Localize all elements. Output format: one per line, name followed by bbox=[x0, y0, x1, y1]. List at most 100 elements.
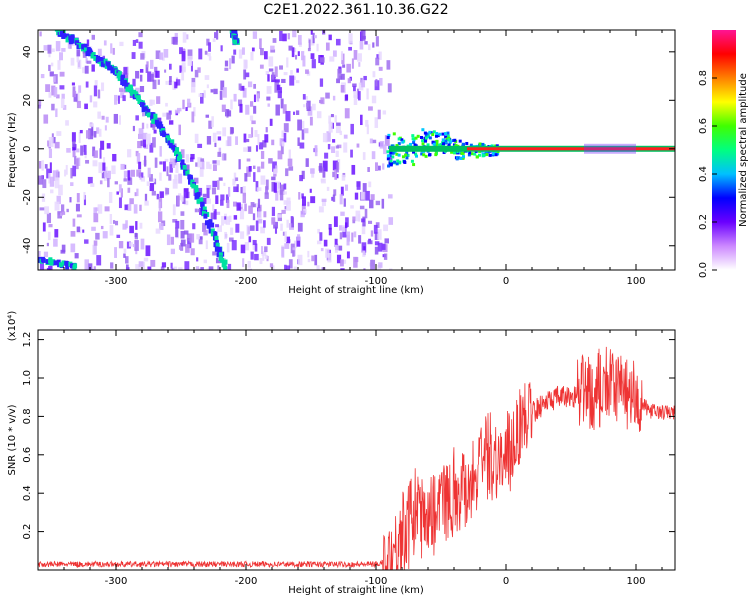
spectrogram-noise-cell bbox=[216, 30, 219, 40]
spectrogram-noise-cell bbox=[269, 263, 274, 268]
carrier-blob-cell bbox=[386, 154, 390, 158]
spectrogram-noise-cell bbox=[57, 60, 61, 70]
spectrogram-noise-cell bbox=[307, 258, 311, 263]
spectrogram-noise-cell bbox=[93, 207, 98, 215]
carrier-blob-cell bbox=[398, 161, 402, 165]
carrier-blob-cell bbox=[446, 131, 450, 135]
carrier-blob-cell bbox=[439, 143, 443, 147]
carrier-blob-cell bbox=[438, 132, 442, 136]
track-cell bbox=[183, 170, 188, 176]
track-cell bbox=[223, 265, 228, 270]
spectrogram-noise-cell bbox=[256, 93, 260, 102]
spectrogram-noise-cell bbox=[91, 34, 95, 40]
spectrogram-noise-cell bbox=[279, 30, 283, 42]
spectrogram-noise-cell bbox=[189, 157, 194, 162]
snr-point bbox=[635, 397, 636, 398]
spectrogram-noise-cell bbox=[85, 159, 90, 164]
spectrogram-noise-cell bbox=[335, 145, 339, 149]
track-cell bbox=[167, 140, 172, 146]
spectrogram-noise-cell bbox=[165, 102, 168, 107]
spectrogram-noise-cell bbox=[145, 245, 151, 257]
carrier-blob-cell bbox=[469, 143, 473, 147]
spectrogram-noise-cell bbox=[157, 211, 163, 223]
spectrogram-noise-cell bbox=[61, 244, 66, 253]
spectrogram-noise-cell bbox=[240, 231, 245, 239]
spectrogram-noise-cell bbox=[61, 48, 66, 52]
track-cell bbox=[88, 50, 93, 56]
spectrogram-noise-cell bbox=[379, 140, 385, 149]
spectrogram-noise-cell bbox=[384, 135, 390, 146]
track-cell bbox=[125, 86, 130, 92]
spectrogram-noise-cell bbox=[243, 133, 247, 143]
spectrogram-noise-cell bbox=[338, 225, 343, 231]
spectrogram-noise-cell bbox=[224, 216, 227, 220]
carrier-blob-cell bbox=[397, 153, 401, 157]
spectrogram-noise-cell bbox=[54, 229, 59, 238]
spectrogram-noise-cell bbox=[265, 186, 269, 195]
spectrogram-noise-cell bbox=[134, 232, 138, 238]
spectrogram-noise-cell bbox=[206, 136, 212, 145]
spectrogram-noise-cell bbox=[47, 44, 52, 54]
spectrogram-noise-cell bbox=[271, 176, 276, 181]
spectrogram-noise-cell bbox=[123, 248, 127, 253]
spectrogram-noise-cell bbox=[123, 170, 127, 180]
spectrogram-noise-cell bbox=[180, 239, 186, 247]
spectrogram-noise-cell bbox=[175, 227, 179, 238]
spectrogram-noise-cell bbox=[358, 82, 364, 91]
spectrogram-noise-cell bbox=[137, 141, 142, 149]
spectrogram-noise-cell bbox=[302, 55, 306, 67]
spectrogram-noise-cell bbox=[242, 258, 245, 268]
spectrogram-noise-cell bbox=[165, 80, 168, 85]
track-cell bbox=[117, 76, 122, 82]
track-cell bbox=[170, 139, 175, 145]
spectrogram-noise-cell bbox=[187, 49, 193, 60]
spectrogram-noise-cell bbox=[368, 106, 373, 111]
spectrogram-noise-cell bbox=[321, 199, 326, 207]
spectrogram-noise-cell bbox=[93, 101, 98, 108]
spectrogram-noise-cell bbox=[259, 64, 264, 69]
snr-point bbox=[596, 391, 597, 392]
spectrogram-noise-cell bbox=[305, 158, 309, 167]
spectrogram-noise-cell bbox=[336, 254, 342, 264]
spectrogram-noise-cell bbox=[90, 183, 95, 187]
spectrogram-noise-cell bbox=[275, 191, 279, 201]
carrier-blob-cell bbox=[445, 137, 449, 141]
spectrogram-noise-cell bbox=[38, 99, 42, 107]
spectrogram-noise-cell bbox=[112, 220, 116, 224]
spectrogram-noise-cell bbox=[42, 179, 47, 189]
spectrogram-noise-cell bbox=[39, 261, 45, 270]
carrier-blob-cell bbox=[388, 153, 392, 157]
carrier-blob-cell bbox=[438, 143, 442, 147]
spectrogram-noise-cell bbox=[336, 122, 341, 126]
spectrogram-noise-cell bbox=[179, 65, 183, 73]
snr-y-tick-label: 0.6 bbox=[22, 447, 33, 463]
spectrogram-noise-cell bbox=[180, 230, 185, 239]
spectrogram-noise-cell bbox=[351, 164, 356, 175]
spectrogram-noise-cell bbox=[130, 169, 135, 177]
spectrogram-noise-cell bbox=[226, 199, 230, 209]
spectrogram-noise-cell bbox=[316, 111, 322, 119]
spectrogram-noise-cell bbox=[374, 162, 378, 171]
spectrogram-noise-cell bbox=[97, 204, 103, 214]
snr-point bbox=[388, 560, 389, 561]
spectrogram-noise-cell bbox=[120, 163, 125, 170]
spectrogram-noise-cell bbox=[132, 125, 135, 132]
carrier-blob-cell bbox=[468, 151, 472, 155]
spectrogram-noise-cell bbox=[291, 47, 295, 58]
spectrogram-noise-cell bbox=[180, 219, 185, 230]
spectrogram-noise-cell bbox=[190, 248, 195, 256]
spectrogram-noise-cell bbox=[106, 143, 111, 149]
spectrogram-noise-cell bbox=[340, 73, 345, 80]
spectrogram-noise-cell bbox=[134, 240, 139, 251]
spectrogram-noise-cell bbox=[217, 136, 222, 141]
track-cell bbox=[141, 107, 146, 113]
spectrogram-noise-cell bbox=[84, 103, 88, 110]
spectrogram-noise-cell bbox=[253, 94, 256, 103]
spectrogram-noise-cell bbox=[88, 128, 94, 140]
spectrogram-noise-cell bbox=[87, 176, 93, 184]
carrier-blob-cell bbox=[432, 130, 436, 134]
spectrogram-noise-cell bbox=[275, 181, 280, 193]
spectrogram-noise-cell bbox=[168, 120, 174, 125]
spectrogram-noise-cell bbox=[332, 160, 338, 171]
spectrogram-noise-cell bbox=[356, 143, 360, 148]
